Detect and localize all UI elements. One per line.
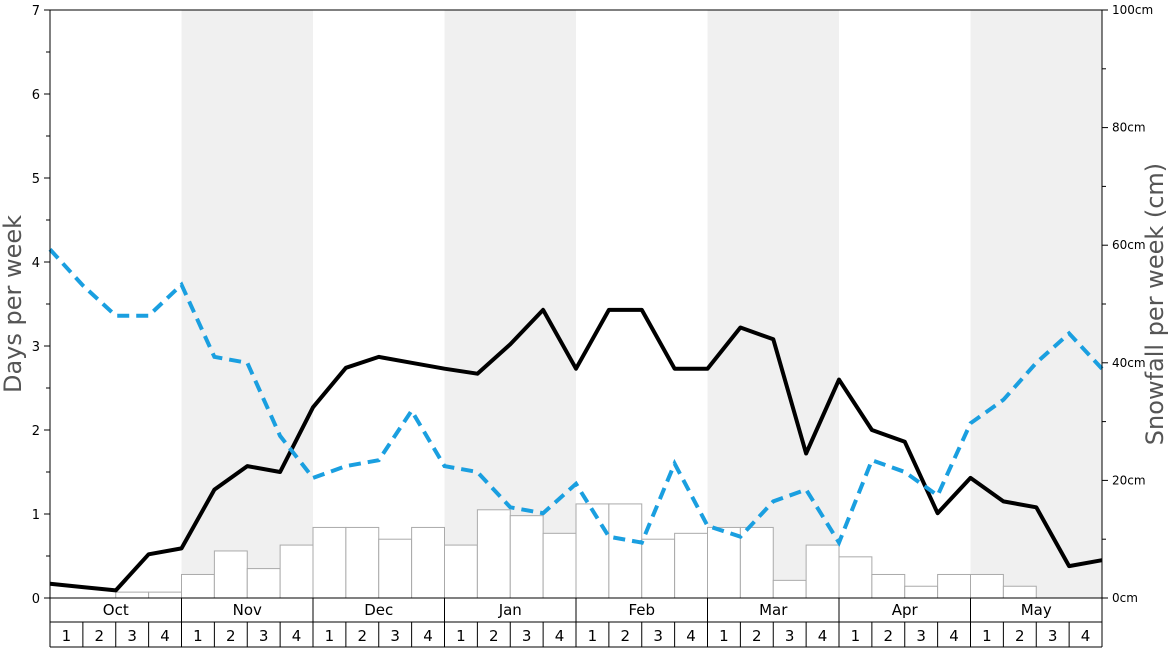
week-label: 1 xyxy=(982,627,992,645)
week-label: 2 xyxy=(358,627,368,645)
snowfall-bar xyxy=(345,526,380,599)
week-label: 4 xyxy=(1081,627,1091,645)
snowfall-bar xyxy=(509,515,544,599)
week-label: 2 xyxy=(621,627,631,645)
week-label: 4 xyxy=(686,627,696,645)
week-label: 4 xyxy=(555,627,565,645)
snowfall-bar xyxy=(904,585,939,599)
week-label: 2 xyxy=(752,627,762,645)
week-label: 3 xyxy=(390,627,400,645)
week-label: 3 xyxy=(916,627,926,645)
snowfall-bar xyxy=(213,550,248,599)
snowfall-bar xyxy=(181,573,215,599)
snowfall-bar xyxy=(608,503,643,599)
left-tick-label: 3 xyxy=(32,340,40,355)
month-label-feb: Feb xyxy=(628,601,655,619)
left-tick-label: 6 xyxy=(32,88,40,103)
week-label: 3 xyxy=(259,627,269,645)
week-label: 4 xyxy=(160,627,170,645)
week-label: 2 xyxy=(226,627,236,645)
week-label: 1 xyxy=(588,627,598,645)
snowfall-bar xyxy=(476,509,511,599)
snowfall-bar xyxy=(707,526,741,599)
week-label: 2 xyxy=(95,627,105,645)
week-label: 3 xyxy=(1048,627,1058,645)
right-tick-label: 100cm xyxy=(1112,3,1153,17)
snowfall-bar xyxy=(378,538,413,599)
right-tick-label: 60cm xyxy=(1112,238,1146,252)
week-label: 1 xyxy=(456,627,466,645)
snowfall-bars xyxy=(115,503,1037,599)
week-label: 1 xyxy=(719,627,729,645)
snowfall-bar xyxy=(970,573,1004,599)
snowfall-bar xyxy=(871,573,906,599)
shade-band-jan xyxy=(444,10,576,598)
right-tick-label: 20cm xyxy=(1112,473,1146,487)
right-tick-label: 0cm xyxy=(1112,591,1138,605)
month-label-jan: Jan xyxy=(498,601,522,619)
right-tick-label: 40cm xyxy=(1112,356,1146,370)
week-label: 4 xyxy=(949,627,959,645)
week-label: 3 xyxy=(785,627,795,645)
month-label-mar: Mar xyxy=(759,601,788,619)
snowfall-bar xyxy=(575,503,610,599)
shade-band-nov xyxy=(181,10,313,598)
week-label: 3 xyxy=(522,627,532,645)
day-lines xyxy=(48,248,1104,593)
month-label-apr: Apr xyxy=(892,601,919,619)
snowfall-bar xyxy=(411,526,445,599)
snowfall-bar xyxy=(937,573,971,599)
week-label: 2 xyxy=(1015,627,1025,645)
month-label-nov: Nov xyxy=(233,601,262,619)
week-label: 2 xyxy=(884,627,894,645)
week-label: 4 xyxy=(423,627,433,645)
month-label-dec: Dec xyxy=(364,601,393,619)
left-tick-label: 5 xyxy=(32,172,40,187)
snowfall-bar xyxy=(674,532,708,599)
left-tick-label: 0 xyxy=(32,592,40,607)
right-tick-label: 80cm xyxy=(1112,121,1146,135)
left-tick-label: 7 xyxy=(32,4,40,19)
week-label: 1 xyxy=(193,627,203,645)
month-axis: Oct Nov Dec Jan Feb Mar Apr May 1 2 3 4 1 2 3 4 1 2 3 4 1 2 3 4… xyxy=(49,598,1103,648)
snowfall-bar xyxy=(444,544,478,599)
left-axis: 0 1 2 3 4 5 6 7 xyxy=(32,4,50,607)
snowfall-bar xyxy=(838,556,873,599)
week-label: 3 xyxy=(653,627,663,645)
month-label-oct: Oct xyxy=(103,601,129,619)
snowfall-bar xyxy=(641,538,676,599)
left-axis-title: Days per week xyxy=(0,215,27,393)
snowfall-bar xyxy=(312,526,347,599)
week-label: 2 xyxy=(489,627,499,645)
right-axis-title: Snowfall per week (cm) xyxy=(1141,163,1168,445)
left-tick-label: 2 xyxy=(32,424,40,439)
snowfall-bar xyxy=(115,591,150,599)
week-label: 4 xyxy=(292,627,302,645)
left-tick-label: 1 xyxy=(32,508,40,523)
week-label: 1 xyxy=(62,627,72,645)
snowfall-bar xyxy=(739,526,774,599)
month-label-may: May xyxy=(1021,601,1052,619)
month-shading xyxy=(181,10,1102,598)
snowfall-bar xyxy=(805,544,840,599)
shade-band-may xyxy=(970,10,1102,598)
snowfall-bar xyxy=(772,579,807,599)
right-axis: 0cm 20cm 40cm 60cm 80cm 100cm xyxy=(1102,3,1153,605)
snowfall-bar xyxy=(279,544,314,599)
week-label: 1 xyxy=(851,627,861,645)
snowfall-bar xyxy=(148,591,182,599)
week-label: 4 xyxy=(818,627,828,645)
dashed-series-line xyxy=(48,248,1104,548)
left-tick-label: 4 xyxy=(32,256,40,271)
snowfall-bar xyxy=(246,568,281,599)
week-label: 1 xyxy=(325,627,335,645)
snowfall-bar xyxy=(1002,585,1037,599)
snowfall-bar xyxy=(542,532,577,599)
week-label: 3 xyxy=(127,627,137,645)
